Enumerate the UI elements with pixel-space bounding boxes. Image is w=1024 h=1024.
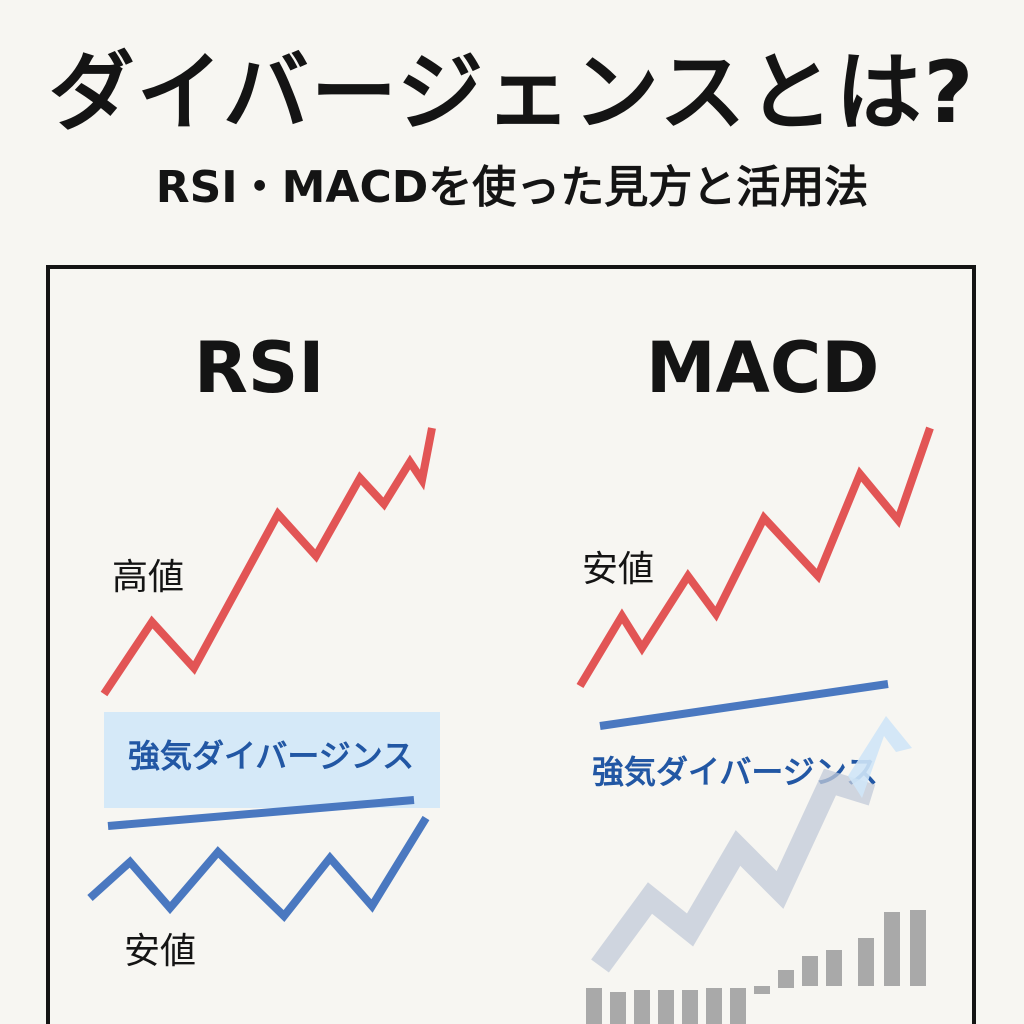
histogram-bar — [910, 910, 926, 986]
histogram-bar — [634, 990, 650, 1024]
macd-heading: MACD — [646, 327, 880, 409]
rsi-divergence-label: 強気ダイバージンス — [128, 737, 415, 775]
rsi-divergence-trendline — [107, 796, 415, 830]
rsi-price-line — [100, 427, 436, 697]
histogram-bar — [730, 988, 746, 1024]
macd-divergence-trendline — [599, 680, 889, 730]
histogram-bar — [884, 912, 900, 986]
macd-histogram — [586, 910, 926, 1024]
comparison-panel — [46, 265, 976, 1024]
rsi-high-label: 高値 — [112, 557, 185, 598]
histogram-bar — [706, 988, 722, 1024]
histogram-bar — [586, 988, 602, 1024]
page-title: ダイバージェンスとは? — [48, 43, 976, 143]
histogram-bar — [754, 986, 770, 994]
rsi-heading: RSI — [194, 327, 325, 409]
macd-low-label: 安値 — [582, 549, 655, 590]
rsi-low-label: 安値 — [124, 931, 197, 972]
histogram-bar — [826, 950, 842, 986]
macd-faded-trend-line — [591, 768, 876, 973]
macd-faded-arrowhead — [848, 716, 912, 798]
histogram-bar — [682, 990, 698, 1024]
macd-price-line — [576, 426, 934, 689]
histogram-bar — [658, 990, 674, 1024]
rsi-indicator-line — [87, 815, 430, 922]
histogram-bar — [858, 938, 874, 986]
rsi-divergence-box — [104, 712, 440, 808]
histogram-bar — [778, 970, 794, 988]
page-subtitle: RSI・MACDを使った見方と活用法 — [155, 162, 869, 213]
histogram-bar — [802, 956, 818, 986]
histogram-bar — [610, 992, 626, 1024]
